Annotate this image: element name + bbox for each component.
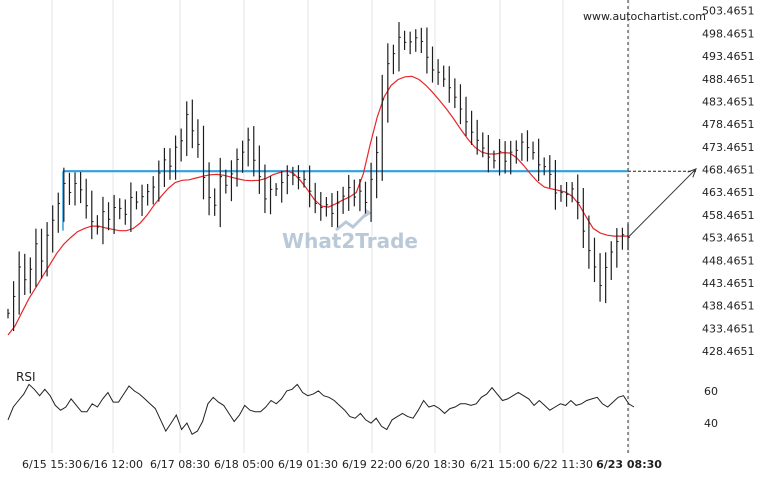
x-tick-label: 6/15 15:30 <box>22 458 82 471</box>
x-tick-label: 6/17 08:30 <box>150 458 210 471</box>
forecast-line <box>627 168 697 238</box>
forecast-arrow <box>627 168 697 238</box>
source-label: www.autochartist.com <box>583 10 706 23</box>
y-tick-label: 498.4651 <box>702 27 755 40</box>
y-tick-label: 433.4651 <box>702 322 755 335</box>
y-tick-label: 448.4651 <box>702 254 755 267</box>
watermark: What2Trade <box>282 209 418 253</box>
level-line <box>62 0 696 453</box>
x-tick-label: 6/16 12:00 <box>83 458 143 471</box>
x-tick-label: 6/22 11:30 <box>533 458 593 471</box>
rsi-tick-label: 60 <box>704 385 718 398</box>
y-tick-label: 503.4651 <box>702 5 755 18</box>
x-tick-label: 6/19 01:30 <box>278 458 338 471</box>
rsi-tick-label: 40 <box>704 417 718 430</box>
y-tick-label: 463.4651 <box>702 186 755 199</box>
forecast-arrowhead <box>687 168 697 178</box>
y-tick-label: 453.4651 <box>702 232 755 245</box>
y-tick-label: 428.4651 <box>702 345 755 358</box>
moving-average-line <box>7 75 628 336</box>
y-tick-label: 458.4651 <box>702 209 755 222</box>
y-tick-label: 488.4651 <box>702 73 755 86</box>
rsi-line <box>7 383 635 436</box>
x-tick-label: 6/21 15:00 <box>470 458 530 471</box>
rsi-panel: RSI <box>7 370 635 436</box>
x-tick-label: 6/19 22:00 <box>342 458 402 471</box>
vertical-grid <box>51 0 630 453</box>
y-tick-label: 478.4651 <box>702 118 755 131</box>
rsi-axis-labels: 60 40 <box>704 385 718 430</box>
y-tick-label: 468.4651 <box>702 164 755 177</box>
y-tick-label: 438.4651 <box>702 300 755 313</box>
watermark-text: What2Trade <box>282 229 418 253</box>
y-tick-label: 493.4651 <box>702 50 755 63</box>
y-tick-label: 443.4651 <box>702 277 755 290</box>
y-tick-label: 483.4651 <box>702 95 755 108</box>
x-tick-label: 6/23 08:30 <box>596 458 662 471</box>
moving-average <box>7 75 628 336</box>
time-axis-labels: 6/15 15:30 6/16 12:00 6/17 08:30 6/18 05:00… <box>22 458 662 471</box>
x-tick-label: 6/20 18:30 <box>405 458 465 471</box>
x-tick-label: 6/18 05:00 <box>214 458 274 471</box>
price-axis-labels: 503.4651 498.4651 493.4651 488.4651 483.4651… <box>702 5 755 358</box>
rsi-label: RSI <box>16 370 36 384</box>
y-tick-label: 473.4651 <box>702 141 755 154</box>
price-bars <box>7 22 630 332</box>
